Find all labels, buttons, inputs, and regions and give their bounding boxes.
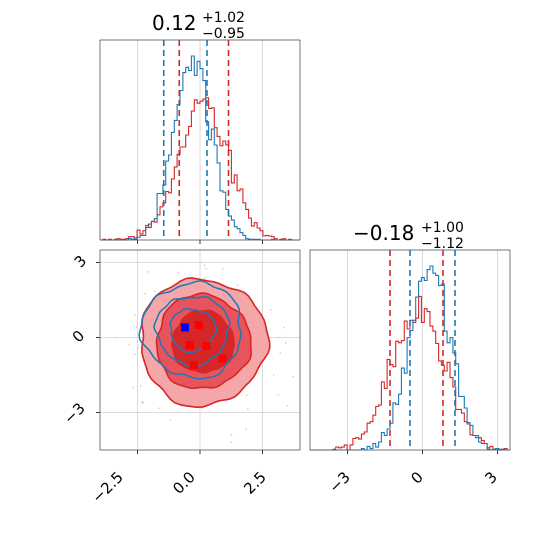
tick-ymarg-x-0: −3 [325,468,353,496]
scatter-point [154,290,156,293]
scatter-point [141,400,144,403]
scatter-point [282,326,285,329]
scatter-point [277,394,280,397]
scatter-point [203,264,206,267]
title-y-plus: +1.00 [421,220,464,236]
scatter-point [292,376,294,378]
density-marker-2 [186,341,194,349]
panel-joint [96,246,303,461]
tick-joint-y-2: −3 [60,399,88,427]
scatter-point [203,277,206,280]
title-x-median: 0.12 [152,11,197,35]
scatter-point [136,347,139,349]
scatter-point [132,386,135,389]
scatter-point [245,428,247,431]
tick-joint-x-2: 2.5 [240,468,270,498]
scatter-point [168,246,170,248]
density-marker-1 [194,321,203,329]
scatter-point [279,352,282,355]
title-y-marginal: −0.18 +1.00 −1.12 [353,220,464,252]
joint-plot-area [100,246,303,461]
scatter-point [301,286,303,288]
scatter-point [230,441,233,444]
tick-joint-y-0: 3 [71,252,90,271]
density-marker-5 [218,354,227,363]
scatter-point [272,374,275,376]
frame-xmarg [99,39,301,241]
scatter-point [205,268,208,270]
scatter-point [169,418,172,421]
title-y-minus: −1.12 [421,236,464,252]
scatter-point [147,271,150,273]
panel-x-marginal [99,39,301,244]
scatter-point [128,343,131,346]
title-x-plus: +1.02 [202,10,245,26]
scatter-point [144,292,146,295]
scatter-point [284,342,287,344]
scatter-point [115,336,118,339]
scatter-point [139,385,142,387]
scatter-point [133,353,136,356]
density-marker-0 [181,323,189,332]
tick-joint-x-0: −2.5 [88,468,126,506]
density-marker-4 [189,361,198,369]
tick-joint-y-1: 0 [69,327,88,346]
scatter-point [230,433,233,436]
tick-ymarg-x-1: 0 [407,468,426,487]
scatter-point [177,271,180,274]
contour-blue-0 [138,280,242,380]
scatter-point [134,314,136,317]
scatter-point [135,326,138,328]
title-x-minus: −0.95 [202,26,245,42]
density-marker-3 [202,342,211,351]
histogram-xmarg-series-1 [100,55,300,241]
scatter-point [286,404,289,407]
title-x-marginal: 0.12 +1.02 −0.95 [152,10,245,42]
scatter-point [221,267,224,270]
scatter-point [236,284,239,287]
scatter-point [246,407,249,410]
histogram-xmarg-series-0 [100,97,300,241]
tick-ymarg-x-2: 3 [481,468,500,487]
frame-ymarg [309,249,511,451]
scatter-point [269,309,272,312]
histogram-ymarg-series-1 [310,265,510,451]
tick-joint-x-1: 0.0 [169,468,199,498]
scatter-point [157,407,160,410]
scatter-point [245,394,248,397]
title-y-median: −0.18 [353,221,414,245]
frame-joint [99,249,301,451]
scatter-point [201,261,204,264]
panel-y-marginal [309,249,511,454]
scatter-point [277,336,280,339]
scatter-point [210,459,212,461]
contour-blue-1 [153,296,231,368]
